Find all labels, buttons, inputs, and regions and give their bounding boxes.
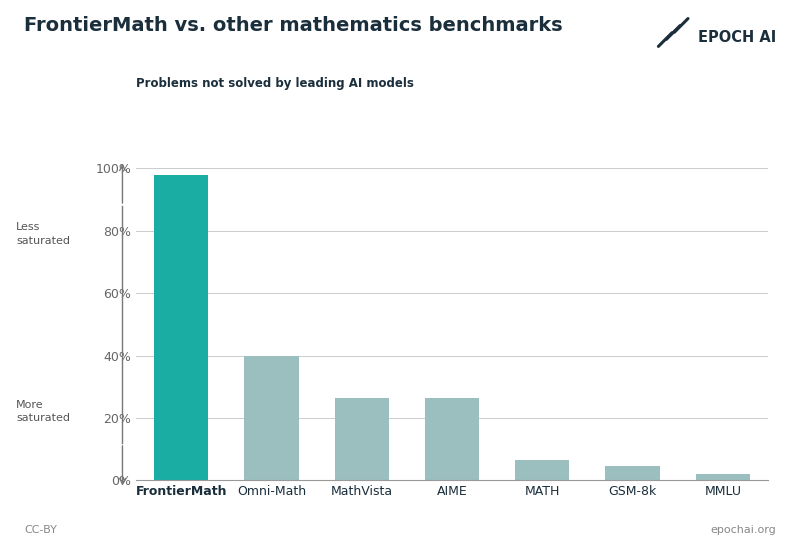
- Text: Problems not solved by leading AI models: Problems not solved by leading AI models: [136, 77, 414, 90]
- Bar: [696, 473, 750, 480]
- Text: EPOCH AI: EPOCH AI: [698, 30, 776, 45]
- Text: CC-BY: CC-BY: [24, 525, 57, 535]
- Text: epochai.org: epochai.org: [710, 525, 776, 535]
- Text: FrontierMath vs. other mathematics benchmarks: FrontierMath vs. other mathematics bench…: [24, 16, 562, 35]
- Bar: [515, 460, 570, 480]
- Bar: [606, 466, 660, 480]
- Bar: [244, 355, 298, 480]
- Text: More
saturated: More saturated: [16, 400, 70, 424]
- Bar: [154, 175, 208, 480]
- Bar: [334, 398, 389, 480]
- Bar: [425, 398, 479, 480]
- Text: Less
saturated: Less saturated: [16, 222, 70, 246]
